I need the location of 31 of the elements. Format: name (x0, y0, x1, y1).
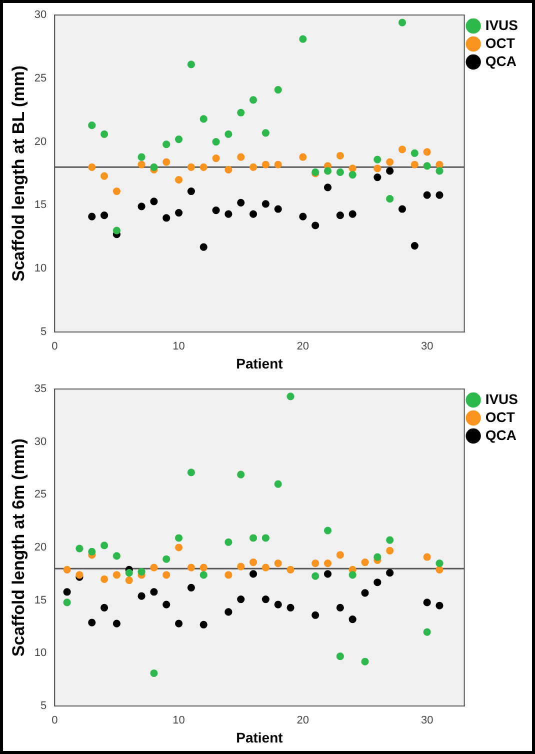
y-tick-label: 30 (34, 9, 47, 22)
y-tick-label: 10 (34, 262, 47, 275)
y-axis-title: Scaffold length at 6m (mm) (8, 438, 28, 657)
y-tick-label: 20 (34, 542, 47, 554)
legend-label: OCT (485, 34, 516, 51)
x-tick-label: 20 (296, 340, 310, 353)
legend-label: IVUS (485, 16, 518, 33)
y-tick-label: 35 (34, 383, 47, 396)
y-tick-label: 15 (34, 199, 47, 212)
x-tick-label: 30 (420, 714, 434, 727)
legend-label: QCA (485, 426, 516, 443)
y-tick-label: 10 (34, 647, 47, 660)
y-tick-label: 5 (40, 326, 47, 338)
y-tick-label: 15 (34, 594, 47, 606)
legend-label: QCA (485, 52, 516, 69)
x-axis-title: Patient (236, 729, 284, 746)
x-axis-title: Patient (236, 355, 284, 372)
x-tick-label: 0 (52, 340, 58, 353)
y-tick-label: 20 (34, 136, 47, 148)
x-tick-label: 0 (52, 714, 58, 727)
y-tick-label: 5 (40, 700, 47, 712)
legend-label: OCT (485, 408, 516, 425)
y-tick-label: 30 (34, 436, 47, 448)
y-tick-label: 25 (34, 72, 47, 84)
legend-label: IVUS (485, 390, 518, 407)
x-tick-label: 10 (172, 714, 185, 727)
x-tick-label: 30 (420, 340, 434, 353)
y-tick-label: 25 (34, 488, 47, 501)
y-axis-title: Scaffold length at BL (mm) (8, 66, 28, 282)
x-tick-label: 20 (296, 714, 310, 727)
x-tick-label: 10 (172, 340, 185, 353)
